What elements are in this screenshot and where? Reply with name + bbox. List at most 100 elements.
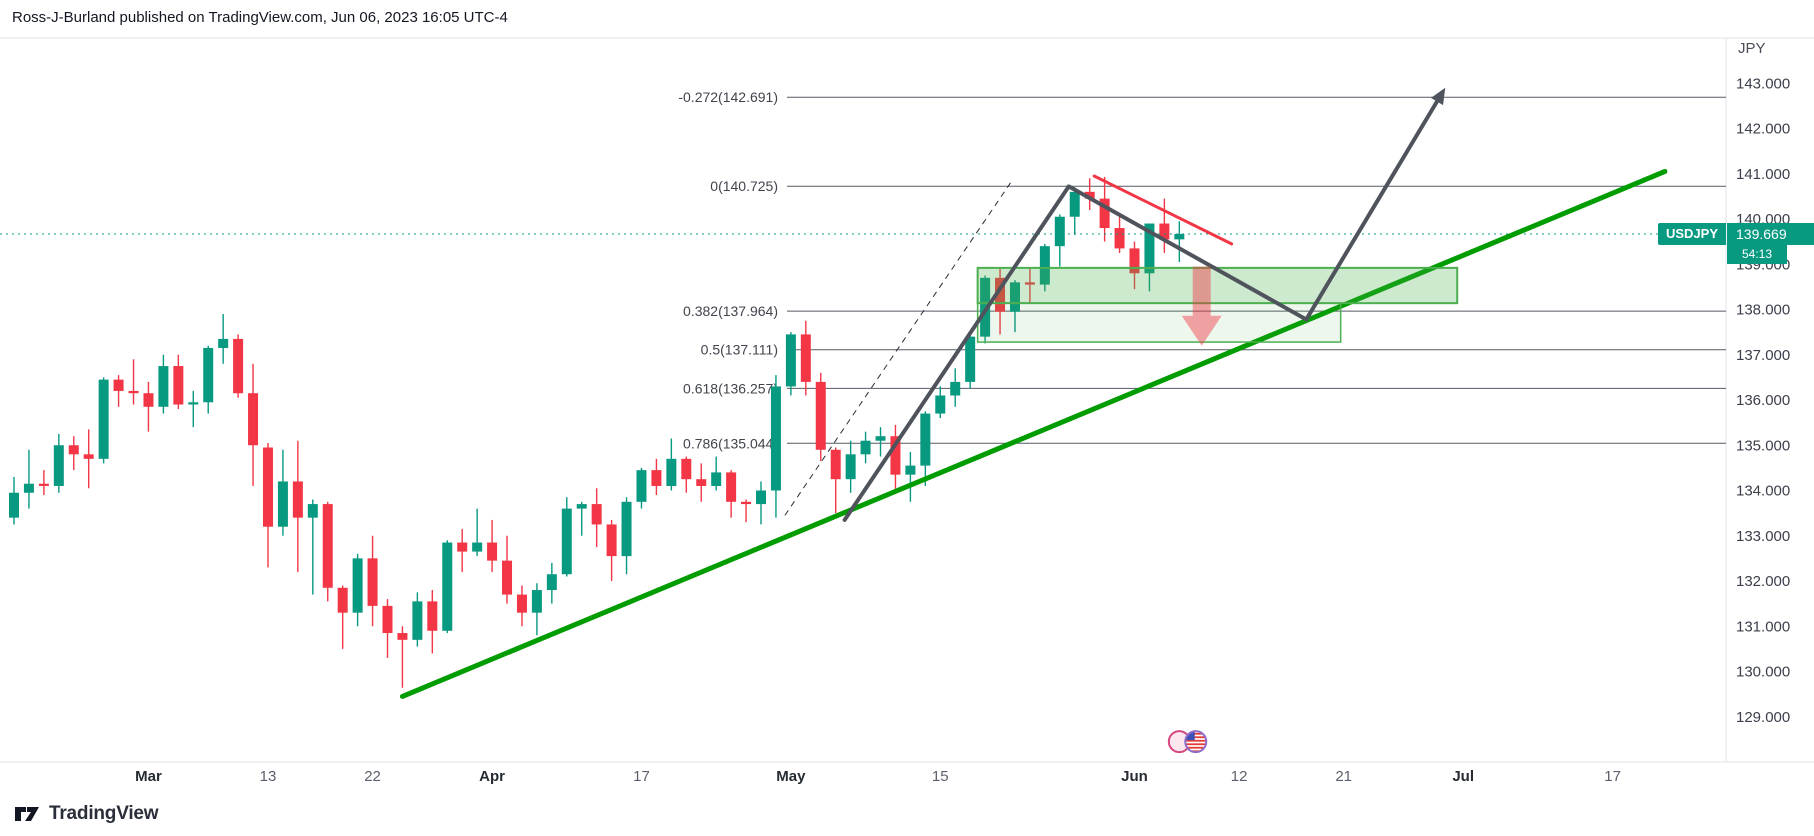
price-tick-label: 129.000 (1736, 709, 1790, 726)
flag-stripe (1185, 746, 1206, 749)
candle-body (666, 458, 677, 486)
candle-body (248, 393, 259, 446)
flag-stripe (1185, 732, 1206, 735)
time-tick-label: Jul (1452, 768, 1474, 785)
price-tick-label: 142.000 (1736, 121, 1790, 138)
candle-body (113, 379, 124, 391)
candle-body (935, 395, 946, 414)
down-arrow[interactable] (1181, 266, 1222, 346)
candle-body (427, 601, 438, 631)
candle-body (531, 590, 542, 613)
candle-body (98, 379, 109, 459)
time-tick-label: 22 (364, 768, 381, 785)
candle-body (188, 402, 199, 405)
candle-body (203, 347, 214, 403)
candle-body (1114, 228, 1125, 249)
symbol-badge[interactable]: USDJPY (1657, 222, 1726, 245)
candle-body (173, 366, 184, 405)
candle-body (158, 366, 169, 407)
fib-level-label: 0(140.725) (710, 178, 778, 194)
price-tick-label: 132.000 (1736, 573, 1790, 590)
candle-body (1009, 282, 1020, 312)
candle-body (591, 504, 602, 525)
candle-body (322, 504, 333, 588)
time-tick-label: 17 (633, 768, 650, 785)
candle-body (516, 594, 527, 613)
price-tick-label: 137.000 (1736, 347, 1790, 364)
candle-body (860, 440, 871, 455)
candle-body (277, 481, 288, 527)
candle-body (352, 558, 363, 613)
candle-body (1129, 248, 1140, 274)
candle-body (83, 454, 94, 459)
fib-level-label: 0.5(137.111) (701, 342, 778, 358)
dashed-trendline[interactable] (784, 182, 1011, 516)
flag-stripe (1185, 743, 1206, 746)
candle-body (337, 587, 348, 613)
support-zone-2[interactable] (976, 302, 1342, 343)
candle-body (38, 483, 49, 486)
fib-level-label: 0.382(137.964) (683, 303, 778, 319)
support-zone-1[interactable] (976, 266, 1459, 305)
us-flag-event-icon[interactable] (1184, 730, 1208, 754)
candle-body (262, 447, 273, 527)
candle-body (1069, 191, 1080, 217)
candle-body (143, 393, 154, 407)
candle-body (128, 390, 139, 394)
time-tick-label: Apr (479, 768, 505, 785)
candle-body (502, 560, 513, 595)
candle-body (965, 336, 976, 382)
candle-body (920, 413, 931, 466)
flag-stripe (1185, 739, 1206, 742)
candle-body (785, 334, 796, 387)
candle-body (1099, 198, 1110, 229)
resistance-line[interactable] (1092, 174, 1234, 246)
time-tick-label: May (776, 768, 806, 785)
candle-body (681, 458, 692, 480)
candle-body (1174, 233, 1185, 240)
candle-body (442, 542, 453, 631)
projection-arrowhead (1431, 87, 1446, 106)
price-tick-label: 133.000 (1736, 528, 1790, 545)
candle-body (800, 334, 811, 382)
flag-canton (1185, 731, 1195, 741)
candle-body (1084, 191, 1095, 199)
candle-body (23, 483, 34, 493)
price-tick-label: 134.000 (1736, 483, 1790, 500)
time-axis[interactable]: Mar 13 22 Apr 17 May 15 Jun 12 21 Jul 17 (135, 768, 1621, 785)
last-price-badge: 139.669 (1727, 222, 1814, 245)
price-tick-label: 135.000 (1736, 437, 1790, 454)
projection-path[interactable] (842, 99, 1440, 522)
tradingview-footer: TradingView (14, 803, 159, 825)
publish-title: Ross-J-Burland published on TradingView.… (12, 9, 508, 26)
candle-body (457, 542, 468, 552)
time-tick-label: 13 (260, 768, 277, 785)
price-tick-label: 138.000 (1736, 302, 1790, 319)
candle-body (905, 465, 916, 475)
candle-body (9, 492, 19, 518)
candle-body (307, 504, 318, 518)
candle-body (711, 472, 722, 486)
flag-ring (1184, 730, 1208, 754)
price-axis[interactable]: 143.000142.000141.000140.000139.000138.0… (1736, 75, 1790, 726)
bar-countdown-badge: 54:13 (1727, 244, 1787, 264)
candle-body (561, 508, 572, 575)
candle-body (756, 490, 766, 505)
support-trendline[interactable] (399, 168, 1668, 699)
candle-body (875, 436, 886, 441)
time-tick-label: 17 (1604, 768, 1621, 785)
candle-body (770, 386, 781, 491)
candle-body (546, 574, 557, 591)
price-tick-label: 141.000 (1736, 166, 1790, 183)
price-tick-label: 131.000 (1736, 618, 1790, 635)
publish-header: Ross-J-Burland published on TradingView.… (12, 9, 508, 26)
candle-body (741, 501, 752, 505)
candle-body (233, 338, 244, 394)
candle-body (651, 470, 662, 486)
candle-body (606, 524, 617, 557)
fib-level-label: -0.272(142.691) (678, 89, 778, 105)
candle-body (980, 277, 991, 337)
flag-stripe (1185, 750, 1206, 752)
candle-body (292, 481, 303, 518)
